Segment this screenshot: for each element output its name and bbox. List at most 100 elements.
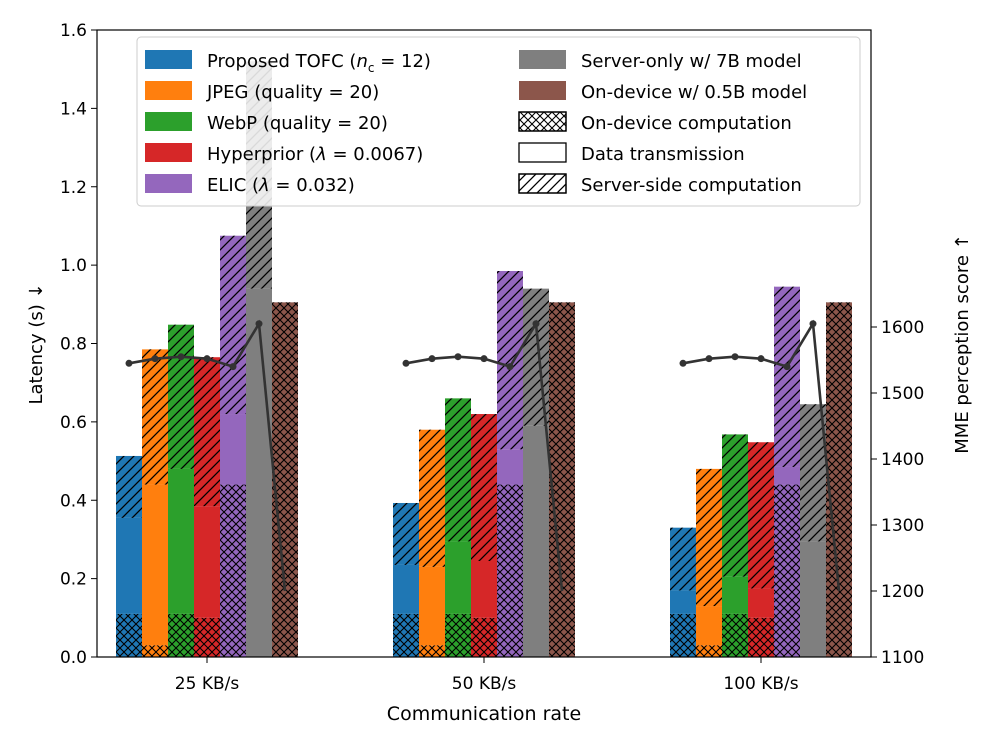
left-tick-label: 0.2 — [60, 570, 87, 590]
bar-server-only-w-7b-model-0-transmission — [246, 288, 272, 657]
bar-proposed-tofc-0-server-hatch — [116, 455, 142, 518]
bar-webp-quality-20--0-transmission — [168, 468, 194, 614]
legend-label-2: WebP (quality = 20) — [207, 113, 388, 134]
bar-server-only-w-7b-model-2-server-hatch — [800, 404, 826, 542]
x-tick-label: 50 KB/s — [452, 674, 517, 694]
bar-elic-0-032--1-server-hatch — [497, 271, 523, 450]
legend-swatch-1 — [145, 81, 192, 100]
legend-label-r2: On-device computation — [581, 113, 792, 134]
right-y-axis: 1100 1200 1300 1400 1500 1600 — [871, 318, 924, 668]
bar-elic-0-032--2-server-hatch — [774, 286, 800, 467]
left-tick-label: 0.0 — [60, 648, 87, 668]
legend-box — [136, 36, 861, 207]
bar-hyperprior-0-0067--0-transmission — [194, 506, 220, 618]
bar-hyperprior-0-0067--1-ondevice-hatch — [471, 617, 497, 657]
score-point-2-1 — [705, 355, 713, 363]
y-axis-label-left: Latency (s) ↓ — [26, 283, 47, 404]
bar-webp-quality-20--1-transmission — [445, 541, 471, 614]
y-axis-label-right: MME perception score ↑ — [952, 234, 973, 453]
bar-jpeg-quality-20--1-transmission — [419, 566, 445, 646]
bar-jpeg-quality-20--1-server-hatch — [419, 429, 445, 567]
bar-hyperprior-0-0067--1-transmission — [471, 560, 497, 618]
legend: Proposed TOFC (nc = 12) JPEG (quality = 2… — [136, 36, 861, 207]
score-point-1-1 — [428, 355, 436, 363]
bar-hyperprior-0-0067--0-server-hatch — [194, 357, 220, 507]
score-point-1-2 — [454, 353, 462, 361]
bar-jpeg-quality-20--0-transmission — [142, 484, 168, 646]
legend-label-r1: On-device w/ 0.5B model — [581, 82, 807, 103]
bar-proposed-tofc-1-transmission — [393, 564, 419, 614]
score-point-1-3 — [480, 355, 488, 363]
bar-proposed-tofc-2-server-hatch — [670, 527, 696, 591]
score-point-0-1 — [151, 355, 159, 363]
legend-swatch-2 — [145, 112, 192, 131]
bar-elic-0-032--0-ondevice-hatch — [220, 484, 246, 657]
left-tick-label: 0.6 — [60, 413, 87, 433]
bar-proposed-tofc-1-server-hatch — [393, 502, 419, 565]
score-lines-layer — [125, 319, 841, 592]
right-tick-label: 1300 — [881, 516, 924, 536]
left-tick-label: 0.8 — [60, 335, 87, 355]
bar-hyperprior-0-0067--0-ondevice-hatch — [194, 617, 220, 657]
score-point-0-2 — [177, 353, 185, 361]
legend-swatch-r4-hatch — [518, 173, 567, 194]
legend-label-r0: Server-only w/ 7B model — [581, 51, 802, 72]
bar-server-only-w-7b-model-1-transmission — [523, 425, 549, 657]
bar-elic-0-032--1-transmission — [497, 449, 523, 485]
bar-proposed-tofc-0-transmission — [116, 517, 142, 614]
score-point-0-3 — [203, 355, 211, 363]
bar-jpeg-quality-20--0-server-hatch — [142, 349, 168, 485]
bar-elic-0-032--0-server-hatch — [220, 235, 246, 415]
legend-swatch-r3 — [518, 142, 567, 163]
legend-label-4: ELIC (λ = 0.032) — [207, 175, 355, 196]
score-point-2-5 — [809, 320, 817, 328]
right-tick-label: 1500 — [881, 384, 924, 404]
right-tick-label: 1400 — [881, 450, 924, 470]
bar-hyperprior-0-0067--2-transmission — [748, 588, 774, 618]
score-point-0-0 — [125, 359, 133, 367]
legend-swatch-3 — [145, 143, 192, 162]
left-tick-label: 1.0 — [60, 256, 87, 276]
score-point-1-5 — [532, 320, 540, 328]
left-tick-label: 1.4 — [60, 99, 87, 119]
bar-proposed-tofc-2-transmission — [670, 590, 696, 614]
x-tick-label: 100 KB/s — [723, 674, 798, 694]
legend-swatch-0 — [145, 50, 192, 69]
bar-jpeg-quality-20--0-ondevice-hatch — [142, 645, 168, 657]
x-axis: 25 KB/s 50 KB/s 100 KB/s — [175, 657, 799, 694]
score-point-0-5 — [255, 320, 263, 328]
bar-proposed-tofc-0-ondevice-hatch — [116, 613, 142, 657]
legend-label-r4: Server-side computation — [581, 175, 802, 196]
bar-jpeg-quality-20--2-ondevice-hatch — [696, 645, 722, 657]
bar-on-device-w-0-5b-model-0-ondevice-hatch — [272, 302, 298, 657]
legend-label-1: JPEG (quality = 20) — [206, 82, 379, 103]
bar-on-device-w-0-5b-model-1-ondevice-hatch — [549, 302, 575, 657]
score-point-1-0 — [402, 359, 410, 367]
bar-jpeg-quality-20--1-ondevice-hatch — [419, 645, 445, 657]
legend-swatch-r2-hatch — [518, 111, 567, 132]
bar-elic-0-032--2-ondevice-hatch — [774, 484, 800, 657]
left-y-axis: 0.0 0.2 0.4 0.6 0.8 1.0 1.2 1.4 1.6 — [60, 21, 97, 668]
left-tick-label: 0.4 — [60, 491, 87, 511]
bar-webp-quality-20--0-ondevice-hatch — [168, 613, 194, 657]
bar-webp-quality-20--1-ondevice-hatch — [445, 613, 471, 657]
bar-elic-0-032--2-transmission — [774, 466, 800, 485]
legend-label-r3: Data transmission — [581, 144, 745, 165]
x-axis-label: Communication rate — [387, 703, 581, 725]
legend-label-0: Proposed TOFC (nc = 12) — [207, 51, 431, 75]
left-tick-label: 1.6 — [60, 21, 87, 41]
bar-hyperprior-0-0067--2-ondevice-hatch — [748, 617, 774, 657]
bar-webp-quality-20--2-transmission — [722, 576, 748, 614]
bar-elic-0-032--0-transmission — [220, 414, 246, 485]
right-tick-label: 1100 — [881, 648, 924, 668]
bar-jpeg-quality-20--2-transmission — [696, 606, 722, 646]
bar-webp-quality-20--0-server-hatch — [168, 324, 194, 469]
bar-server-only-w-7b-model-2-transmission — [800, 541, 826, 657]
bar-webp-quality-20--1-server-hatch — [445, 398, 471, 542]
bar-proposed-tofc-2-ondevice-hatch — [670, 613, 696, 657]
score-point-2-4 — [783, 363, 791, 371]
score-point-2-0 — [679, 359, 687, 367]
score-point-2-2 — [731, 353, 739, 361]
score-point-2-3 — [757, 355, 765, 363]
